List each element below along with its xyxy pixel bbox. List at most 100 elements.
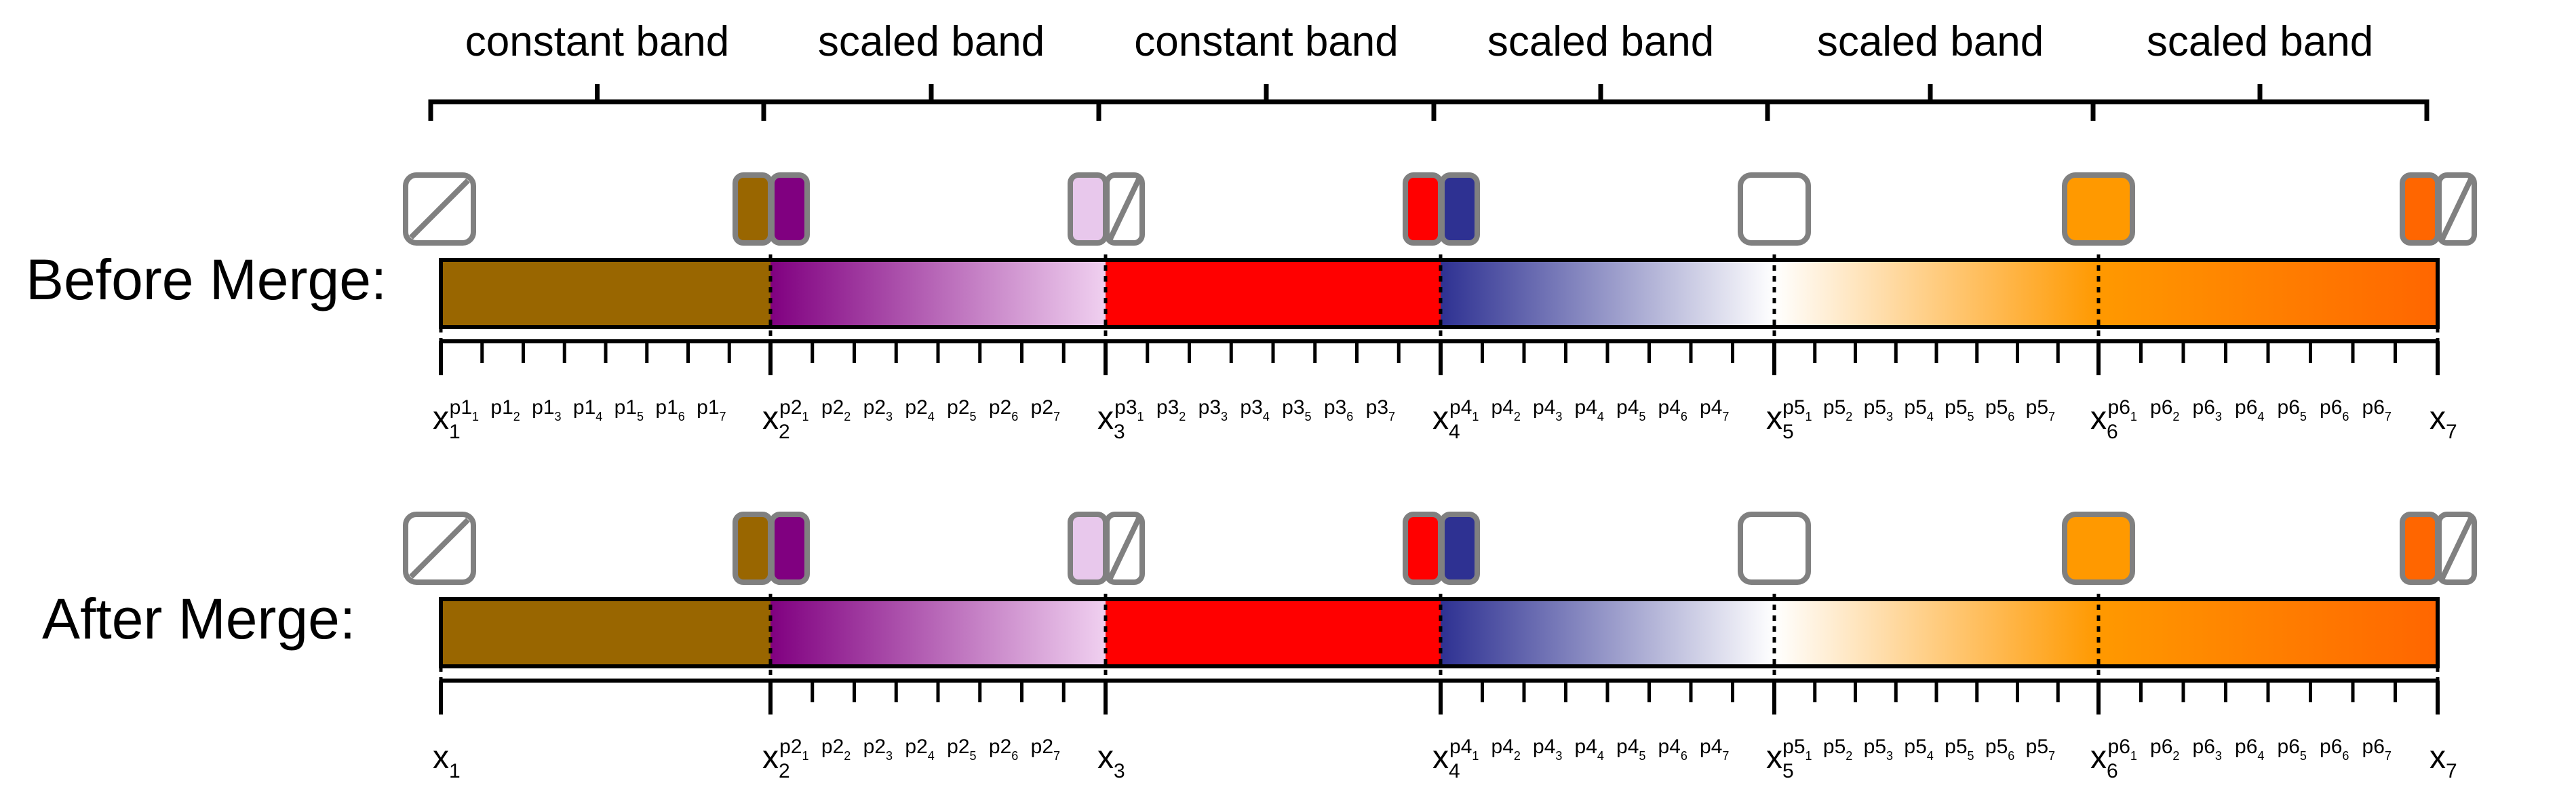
- point-label-2-6-7: p67: [2362, 736, 2392, 763]
- point-label-2-6-1: p61: [2108, 736, 2137, 763]
- point-label-2-2-6: p26: [989, 736, 1018, 763]
- point-label-1-4-5: p45: [1616, 396, 1645, 423]
- boundary-label-2-7: x7: [2429, 740, 2457, 782]
- swatch-right-2-7: [2436, 512, 2477, 585]
- point-label-1-2-5: p25: [947, 396, 976, 423]
- point-label-1-5-3: p53: [1864, 396, 1893, 423]
- row-label-2: After Merge:: [42, 587, 355, 651]
- swatch-left-2-3: [1068, 512, 1108, 585]
- point-label-1-3-4: p34: [1240, 396, 1269, 423]
- point-label-1-4-6: p46: [1658, 396, 1687, 423]
- swatch-right-2-3: [1104, 512, 1145, 585]
- point-label-1-4-1: p41: [1449, 396, 1479, 423]
- point-label-1-4-2: p42: [1491, 396, 1521, 423]
- boundary-label-2-3: x3: [1097, 740, 1125, 782]
- point-label-1-3-2: p32: [1156, 396, 1186, 423]
- point-label-2-5-7: p57: [2026, 736, 2055, 763]
- swatch-left-1-3: [1068, 172, 1108, 246]
- point-label-2-4-7: p47: [1700, 736, 1729, 763]
- boundary-label-2-4: x4: [1432, 740, 1460, 782]
- band-label-5: scaled band: [1817, 18, 2044, 65]
- band-bracket-3: [1096, 84, 1437, 121]
- point-label-2-2-2: p22: [821, 736, 851, 763]
- swatch-left-2-2: [733, 512, 773, 585]
- point-label-2-6-5: p65: [2278, 736, 2307, 763]
- boundary-label-2-1: x1: [433, 740, 461, 782]
- point-label-1-2-1: p21: [779, 396, 808, 423]
- point-label-1-6-5: p65: [2278, 396, 2307, 423]
- point-label-1-5-7: p57: [2026, 396, 2055, 423]
- swatch-1-6: [2062, 172, 2135, 246]
- band-bar-2-1: [441, 599, 770, 666]
- point-label-1-1-3: p13: [532, 396, 561, 423]
- point-label-1-3-6: p36: [1324, 396, 1353, 423]
- swatch-2-5: [1738, 512, 1811, 585]
- boundary-label-2-6: x6: [2090, 740, 2118, 782]
- point-label-1-5-5: p55: [1945, 396, 1974, 423]
- point-label-1-5-2: p52: [1823, 396, 1852, 423]
- point-label-1-6-3: p63: [2193, 396, 2222, 423]
- point-label-1-2-3: p23: [863, 396, 893, 423]
- point-label-2-6-6: p66: [2320, 736, 2349, 763]
- point-label-2-4-2: p42: [1491, 736, 1521, 763]
- point-label-2-4-3: p43: [1533, 736, 1562, 763]
- swatch-right-1-3: [1104, 172, 1145, 246]
- point-label-1-2-7: p27: [1031, 396, 1060, 423]
- point-label-2-5-1: p51: [1782, 736, 1812, 763]
- band-label-1: constant band: [465, 18, 730, 65]
- point-label-1-6-4: p64: [2235, 396, 2264, 423]
- point-label-1-6-1: p61: [2108, 396, 2137, 423]
- point-label-1-1-7: p17: [697, 396, 726, 423]
- point-label-1-3-3: p33: [1198, 396, 1228, 423]
- point-label-1-1-1: p11: [450, 396, 479, 423]
- point-label-2-2-3: p23: [863, 736, 893, 763]
- point-label-2-5-6: p56: [1985, 736, 2014, 763]
- row-label-1: Before Merge:: [26, 248, 387, 311]
- swatch-right-2-2: [769, 512, 810, 585]
- band-label-4: scaled band: [1487, 18, 1714, 65]
- band-bar-1-2: [770, 260, 1106, 327]
- band-label-3: constant band: [1134, 18, 1399, 65]
- point-label-1-6-7: p67: [2362, 396, 2392, 423]
- point-label-2-2-1: p21: [779, 736, 808, 763]
- point-label-1-1-5: p15: [614, 396, 644, 423]
- boundary-label-1-5: x5: [1766, 400, 1794, 443]
- point-label-2-5-2: p52: [1823, 736, 1852, 763]
- point-label-1-2-4: p24: [905, 396, 934, 423]
- swatch-left-1-7: [2400, 172, 2440, 246]
- point-label-1-4-4: p44: [1575, 396, 1604, 423]
- band-bracket-1: [428, 84, 766, 121]
- boundary-label-1-4: x4: [1432, 400, 1460, 443]
- band-bar-2-2: [770, 599, 1106, 666]
- point-label-2-2-7: p27: [1031, 736, 1060, 763]
- point-label-1-5-1: p51: [1782, 396, 1812, 423]
- point-label-2-4-5: p45: [1616, 736, 1645, 763]
- boundary-label-1-1: x1: [433, 400, 461, 443]
- point-label-1-5-4: p54: [1904, 396, 1933, 423]
- point-label-2-6-3: p63: [2193, 736, 2222, 763]
- band-bar-2-6: [2099, 599, 2438, 666]
- band-bracket-4: [1431, 84, 1770, 121]
- swatch-left-1-4: [1403, 172, 1443, 246]
- boundary-label-1-3: x3: [1097, 400, 1125, 443]
- point-label-2-5-5: p55: [1945, 736, 1974, 763]
- point-label-1-2-2: p22: [821, 396, 851, 423]
- point-label-2-6-4: p64: [2235, 736, 2264, 763]
- point-label-2-2-5: p25: [947, 736, 976, 763]
- boundary-label-1-7: x7: [2429, 400, 2457, 443]
- swatch-2-1: [403, 512, 476, 585]
- point-label-1-1-6: p16: [655, 396, 684, 423]
- band-bar-1-1: [441, 260, 770, 327]
- band-bar-2-4: [1441, 599, 1774, 666]
- swatch-1-1: [403, 172, 476, 246]
- band-bracket-2: [761, 84, 1101, 121]
- point-label-1-6-6: p66: [2320, 396, 2349, 423]
- band-bar-2-3: [1106, 599, 1441, 666]
- point-label-2-4-1: p41: [1449, 736, 1479, 763]
- point-label-1-4-3: p43: [1533, 396, 1562, 423]
- band-bar-2-5: [1774, 599, 2099, 666]
- point-label-2-4-4: p44: [1575, 736, 1604, 763]
- point-label-1-5-6: p56: [1985, 396, 2014, 423]
